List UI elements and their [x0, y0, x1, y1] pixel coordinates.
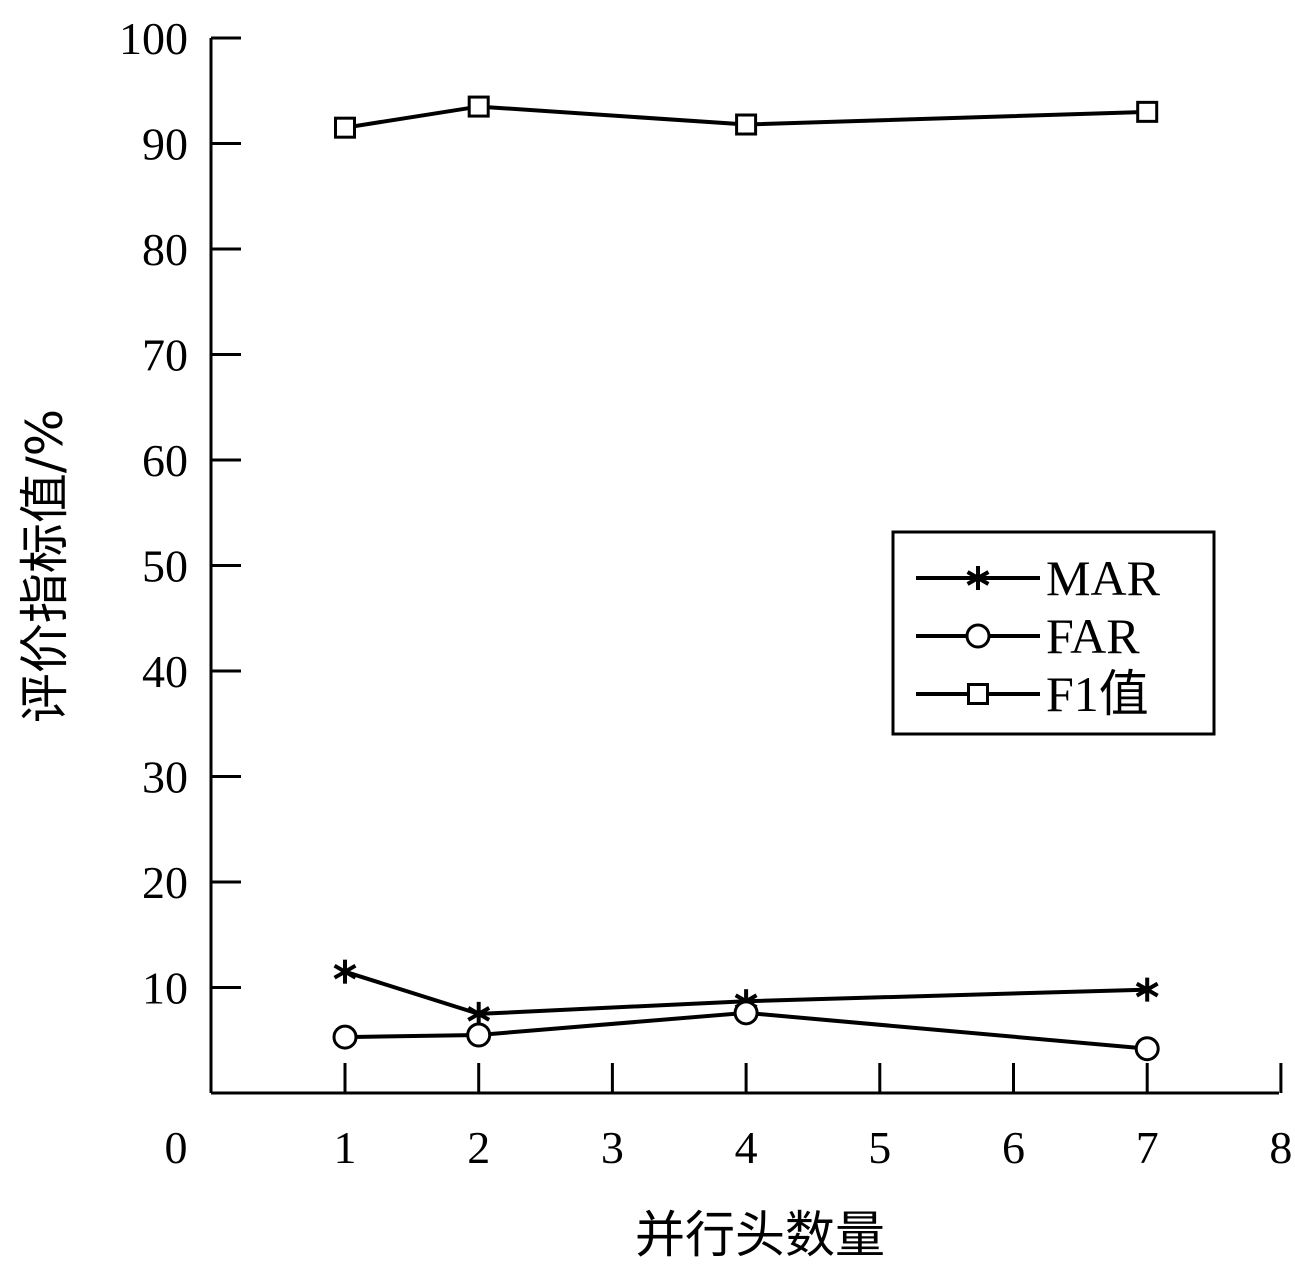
- asterisk-stroke: [333, 963, 357, 980]
- data-point-asterisk: [1135, 977, 1159, 1002]
- legend-label: F1值: [1046, 666, 1149, 722]
- y-tick-label: 50: [142, 541, 188, 592]
- asterisk-stroke: [1135, 981, 1159, 998]
- legend-entry: F1值: [916, 666, 1149, 722]
- legend-label: MAR: [1046, 550, 1161, 606]
- asterisk-stroke: [966, 570, 990, 586]
- data-point-circle: [332, 1024, 358, 1050]
- y-tick-label: 30: [142, 752, 188, 803]
- data-point-square: [735, 113, 758, 136]
- series-line: [344, 1010, 1148, 1051]
- data-point-circle: [733, 1000, 759, 1026]
- x-tick-label: 0: [165, 1122, 188, 1173]
- data-point-asterisk: [966, 566, 990, 590]
- y-tick-label: 80: [142, 224, 188, 275]
- y-tick-label: 100: [119, 13, 188, 64]
- x-tick-label: 8: [1269, 1122, 1292, 1173]
- x-tick-label: 4: [735, 1122, 758, 1173]
- x-tick-label: 6: [1002, 1122, 1025, 1173]
- ticks: 10 20 30 40 50 60 70 80 90 100 0 1 2 3 4 5 6 7 8: [119, 13, 1292, 1173]
- y-axis-title: 评价指标值/%: [16, 409, 74, 723]
- data-point-square: [467, 95, 490, 118]
- y-tick-label: 20: [142, 857, 188, 908]
- y-tick-label: 40: [142, 646, 188, 697]
- x-tick-label: 5: [868, 1122, 891, 1173]
- data-point-circle: [466, 1022, 492, 1048]
- series-layer: [332, 95, 1160, 1062]
- x-tick-label: 3: [601, 1122, 624, 1173]
- legend-entry: MAR: [916, 550, 1161, 606]
- data-point-circle: [965, 623, 991, 649]
- series-line: [344, 104, 1148, 130]
- y-tick-label: 60: [142, 435, 188, 486]
- legend-box: [891, 530, 1216, 736]
- x-tick-label: 1: [334, 1122, 357, 1173]
- series-circle: [332, 1000, 1160, 1062]
- data-point-circle: [1134, 1036, 1160, 1062]
- y-tick-label: 70: [142, 330, 188, 381]
- legend-entry: FAR: [916, 608, 1140, 664]
- y-tick-label: 90: [142, 119, 188, 170]
- x-tick-label: 2: [467, 1122, 490, 1173]
- data-point-asterisk: [333, 959, 357, 984]
- x-axis-title: 并行头数量: [635, 1206, 885, 1264]
- series-line: [344, 969, 1148, 1016]
- data-point-square: [1136, 100, 1159, 123]
- legend-label: FAR: [1046, 608, 1140, 664]
- asterisk-stroke: [467, 1006, 491, 1022]
- data-point-square: [967, 683, 989, 705]
- series-square: [334, 95, 1159, 139]
- data-point-asterisk: [467, 1001, 491, 1026]
- y-tick-label: 10: [142, 963, 188, 1014]
- x-tick-label: 7: [1136, 1122, 1159, 1173]
- data-point-square: [334, 116, 356, 139]
